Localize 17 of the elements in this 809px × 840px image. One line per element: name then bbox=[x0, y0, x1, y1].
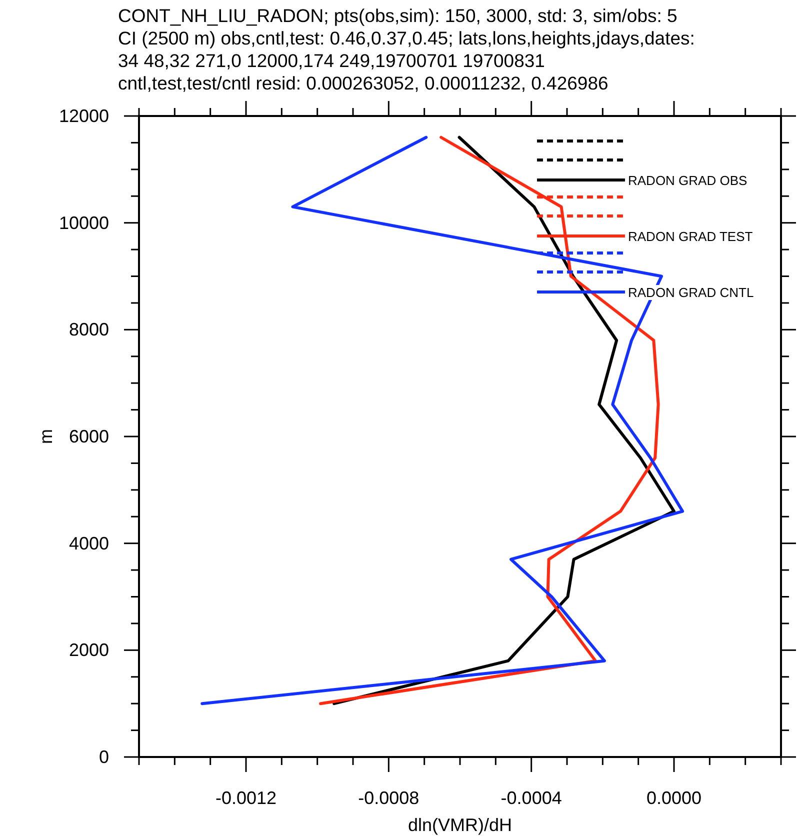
y-tick-label: 6000 bbox=[68, 426, 109, 446]
y-tick-label: 10000 bbox=[58, 212, 109, 233]
y-axis-title: m bbox=[36, 429, 56, 444]
series-label: RADON GRAD CNTL bbox=[628, 285, 754, 300]
x-tick-label: 0.0000 bbox=[646, 788, 702, 808]
x-tick-label: -0.0008 bbox=[358, 788, 420, 808]
y-tick-label: 0 bbox=[98, 747, 109, 767]
text: RADON GRAD OBS bbox=[628, 173, 748, 188]
y-tick-label: 12000 bbox=[58, 106, 109, 126]
y-tick-label: 8000 bbox=[68, 320, 109, 340]
x-axis-title: dln(VMR)/dH bbox=[408, 815, 512, 835]
chart-title: CONT_NH_LIU_RADON; pts(obs,sim): 150, 3000, std: 3, sim/obs: 5 CI (2500 m) obs,cntl,test: 0.46,0.37,0.45; lats,lons,heights,jdays,dates: 34 48,32 271,0 12000,174 249,19700701 19700831 cntl,test,test/cntl resid: 0.000263052, 0.00011232, 0.426986 bbox=[118, 5, 695, 94]
y-tick-label: 2000 bbox=[68, 640, 109, 660]
text: RADON GRAD TEST bbox=[628, 229, 753, 244]
y-tick-label: 4000 bbox=[68, 533, 109, 554]
x-tick-label: -0.0012 bbox=[215, 788, 277, 808]
x-tick-label: -0.0004 bbox=[500, 788, 562, 808]
